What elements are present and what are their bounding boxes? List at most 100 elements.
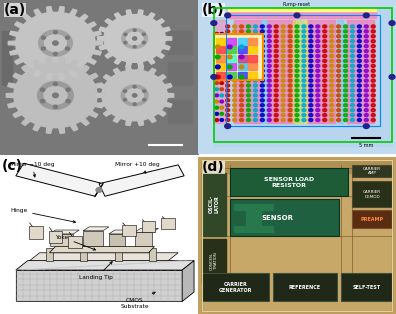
Bar bbox=[149, 248, 156, 261]
Text: Yoke: Yoke bbox=[55, 235, 95, 250]
Circle shape bbox=[302, 54, 306, 57]
Circle shape bbox=[350, 109, 354, 112]
Circle shape bbox=[329, 30, 333, 33]
Polygon shape bbox=[16, 270, 182, 301]
Bar bbox=[202, 239, 226, 283]
Circle shape bbox=[215, 39, 219, 41]
Circle shape bbox=[337, 50, 341, 53]
Circle shape bbox=[288, 25, 292, 28]
Polygon shape bbox=[138, 65, 143, 71]
Circle shape bbox=[227, 55, 232, 59]
Circle shape bbox=[329, 69, 333, 72]
Circle shape bbox=[253, 40, 257, 43]
Circle shape bbox=[316, 25, 320, 28]
Circle shape bbox=[44, 86, 67, 104]
Circle shape bbox=[239, 55, 244, 59]
Polygon shape bbox=[93, 31, 101, 36]
Circle shape bbox=[371, 54, 375, 57]
Circle shape bbox=[253, 59, 257, 62]
Circle shape bbox=[329, 84, 333, 87]
Circle shape bbox=[233, 45, 237, 48]
Bar bbox=[234, 226, 273, 232]
Circle shape bbox=[274, 79, 278, 82]
Circle shape bbox=[240, 45, 244, 48]
Circle shape bbox=[215, 51, 219, 54]
Bar bbox=[162, 218, 175, 229]
Circle shape bbox=[38, 82, 73, 109]
Polygon shape bbox=[16, 261, 194, 270]
Polygon shape bbox=[59, 73, 64, 79]
Circle shape bbox=[226, 89, 230, 92]
Circle shape bbox=[240, 109, 244, 112]
Polygon shape bbox=[103, 110, 111, 116]
Circle shape bbox=[337, 25, 341, 28]
Polygon shape bbox=[81, 65, 89, 73]
Polygon shape bbox=[99, 27, 107, 32]
Circle shape bbox=[371, 40, 375, 43]
Bar bbox=[352, 181, 392, 207]
Polygon shape bbox=[70, 124, 78, 131]
Circle shape bbox=[350, 104, 354, 107]
Circle shape bbox=[364, 50, 368, 53]
Circle shape bbox=[253, 45, 257, 48]
Circle shape bbox=[295, 118, 299, 122]
Circle shape bbox=[371, 89, 375, 92]
Circle shape bbox=[358, 54, 362, 57]
Circle shape bbox=[215, 82, 219, 84]
Circle shape bbox=[226, 45, 230, 48]
Circle shape bbox=[309, 69, 313, 72]
Circle shape bbox=[281, 89, 285, 92]
Bar bbox=[216, 55, 225, 62]
Circle shape bbox=[226, 59, 230, 62]
Text: OSCIL-
LATOR: OSCIL- LATOR bbox=[208, 195, 219, 213]
Circle shape bbox=[233, 94, 237, 97]
Polygon shape bbox=[99, 165, 184, 196]
Circle shape bbox=[261, 104, 265, 107]
Circle shape bbox=[267, 79, 271, 82]
Circle shape bbox=[267, 114, 271, 116]
Circle shape bbox=[267, 54, 271, 57]
Circle shape bbox=[358, 84, 362, 87]
Circle shape bbox=[274, 84, 278, 87]
Circle shape bbox=[240, 84, 244, 87]
Circle shape bbox=[226, 25, 230, 28]
Circle shape bbox=[281, 50, 285, 53]
Circle shape bbox=[295, 104, 299, 107]
Circle shape bbox=[344, 89, 348, 92]
Polygon shape bbox=[167, 93, 173, 97]
Circle shape bbox=[288, 89, 292, 92]
Circle shape bbox=[240, 35, 244, 38]
Circle shape bbox=[344, 118, 348, 122]
Circle shape bbox=[309, 25, 313, 28]
Circle shape bbox=[344, 74, 348, 77]
Polygon shape bbox=[163, 27, 170, 32]
Circle shape bbox=[323, 25, 327, 28]
Polygon shape bbox=[70, 9, 77, 16]
Circle shape bbox=[371, 99, 375, 102]
Circle shape bbox=[358, 74, 362, 77]
Circle shape bbox=[240, 50, 244, 53]
Circle shape bbox=[240, 30, 244, 33]
Circle shape bbox=[274, 89, 278, 92]
Circle shape bbox=[267, 35, 271, 38]
Circle shape bbox=[337, 94, 341, 97]
Circle shape bbox=[274, 25, 278, 28]
Circle shape bbox=[226, 30, 230, 33]
Circle shape bbox=[295, 84, 299, 87]
Circle shape bbox=[220, 69, 223, 72]
Circle shape bbox=[53, 31, 57, 34]
Circle shape bbox=[233, 114, 237, 116]
Circle shape bbox=[316, 64, 320, 68]
Polygon shape bbox=[98, 37, 104, 40]
Bar bbox=[214, 8, 392, 142]
Circle shape bbox=[246, 118, 251, 122]
Polygon shape bbox=[93, 50, 101, 55]
Bar bbox=[227, 55, 236, 62]
Circle shape bbox=[240, 64, 244, 68]
Circle shape bbox=[329, 104, 333, 107]
Circle shape bbox=[239, 45, 244, 49]
Circle shape bbox=[316, 104, 320, 107]
Circle shape bbox=[288, 30, 292, 33]
Circle shape bbox=[309, 89, 313, 92]
Circle shape bbox=[240, 79, 244, 82]
